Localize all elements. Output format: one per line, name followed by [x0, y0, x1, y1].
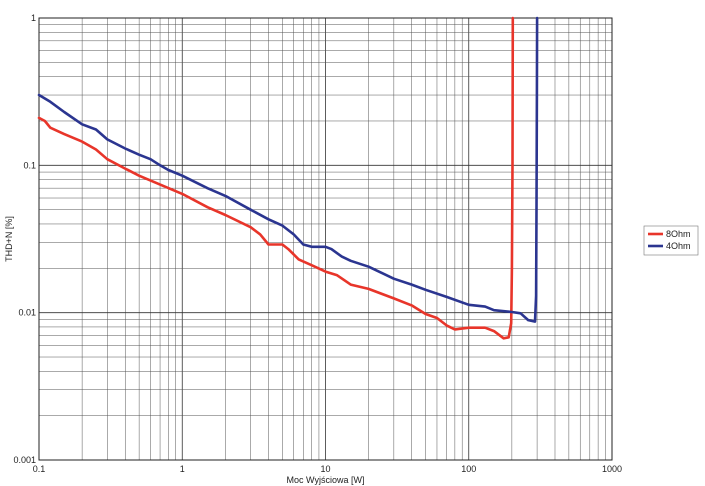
legend: 8Ohm 4Ohm	[643, 225, 699, 256]
x-tick-label: 100	[461, 464, 476, 474]
plot-frame	[38, 17, 613, 461]
x-tick-label: 1000	[602, 464, 622, 474]
legend-box	[643, 225, 699, 256]
y-tick-label: 0.01	[18, 308, 36, 318]
y-axis-title: THD+N [%]	[4, 216, 14, 262]
x-tick-label: 10	[320, 464, 330, 474]
series-lines	[37, 16, 539, 340]
tick-labels: 0.1 1 10 100 1000 0.001 0.01 0.1 1	[13, 13, 622, 474]
grid-lines	[38, 17, 613, 461]
x-tick-label: 1	[180, 464, 185, 474]
y-tick-label: 0.001	[13, 455, 36, 465]
y-tick-label: 0.1	[23, 160, 36, 170]
legend-label-4ohm: 4Ohm	[666, 241, 691, 251]
x-tick-label: 0.1	[33, 464, 46, 474]
series-line-8ohm	[37, 16, 515, 340]
series-line-4ohm	[37, 16, 539, 323]
x-axis-title: Moc Wyjściowa [W]	[287, 475, 365, 485]
y-tick-label: 1	[31, 13, 36, 23]
legend-label-8ohm: 8Ohm	[666, 229, 691, 239]
